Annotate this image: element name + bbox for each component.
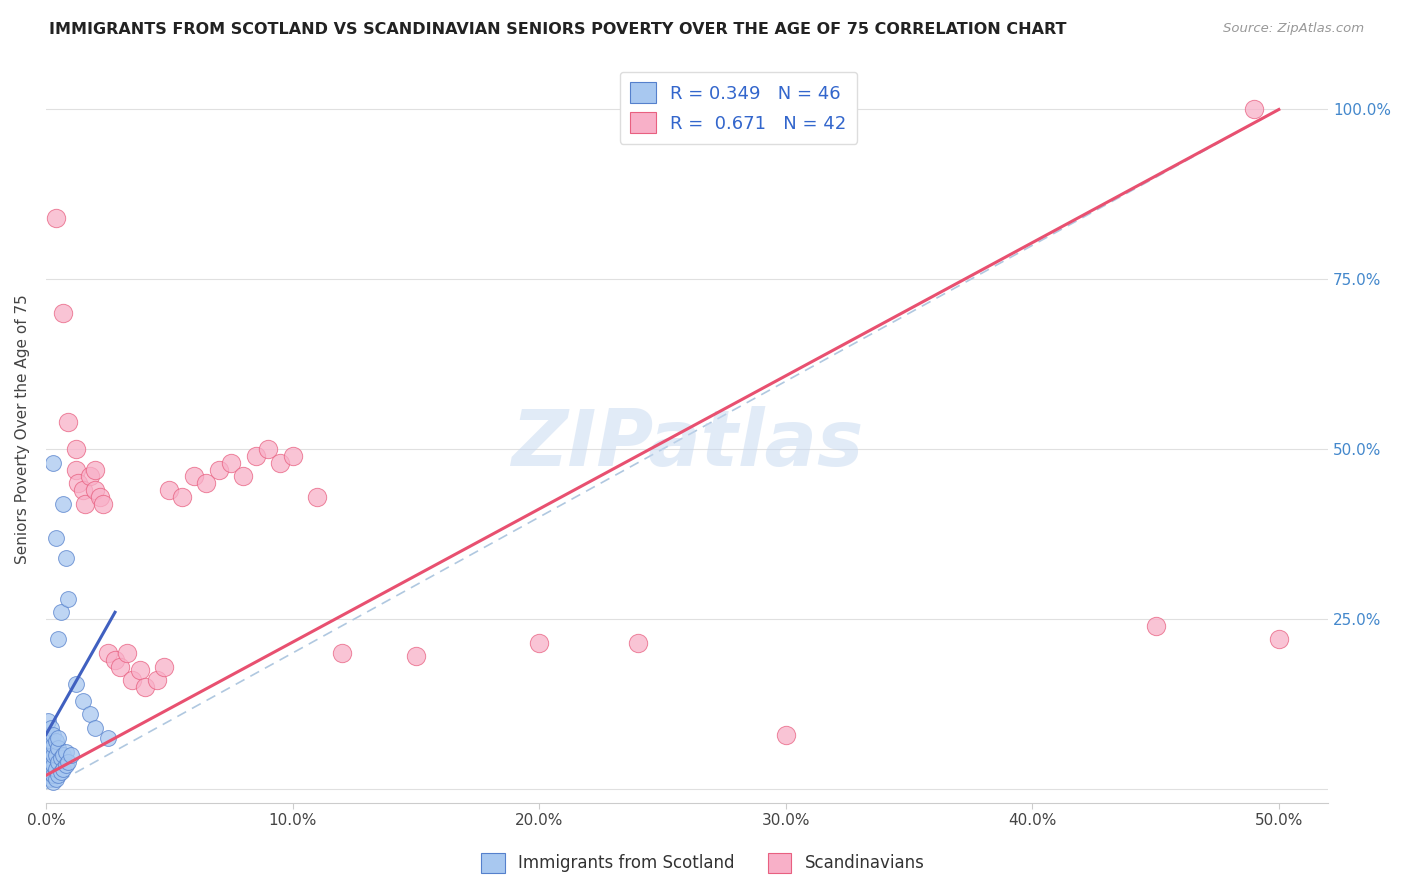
Point <box>117 646 139 660</box>
Point <box>65 462 87 476</box>
Point <box>775 728 797 742</box>
Point <box>56 591 79 606</box>
Point <box>1243 103 1265 117</box>
Point <box>42 456 65 470</box>
Point <box>49 751 72 765</box>
Point <box>46 768 69 782</box>
Point <box>207 462 229 476</box>
Point <box>219 456 242 470</box>
Point <box>49 764 72 779</box>
Y-axis label: Seniors Poverty Over the Age of 75: Seniors Poverty Over the Age of 75 <box>15 294 30 564</box>
Point <box>1144 619 1167 633</box>
Point <box>39 745 62 759</box>
Point <box>56 755 79 769</box>
Point <box>59 747 82 762</box>
Text: ZIPatlas: ZIPatlas <box>510 406 863 482</box>
Point <box>79 707 101 722</box>
Point <box>42 728 65 742</box>
Point <box>84 483 107 497</box>
Point <box>128 663 150 677</box>
Point <box>91 497 114 511</box>
Point <box>45 747 67 762</box>
Point <box>121 673 143 688</box>
Point <box>97 731 120 745</box>
Point <box>39 721 62 735</box>
Point <box>97 646 120 660</box>
Point <box>42 768 65 782</box>
Text: Source: ZipAtlas.com: Source: ZipAtlas.com <box>1223 22 1364 36</box>
Point <box>104 653 127 667</box>
Point <box>269 456 291 470</box>
Point <box>146 673 169 688</box>
Point <box>281 449 304 463</box>
Point <box>52 747 75 762</box>
Point <box>55 758 77 772</box>
Point <box>108 659 131 673</box>
Legend: Immigrants from Scotland, Scandinavians: Immigrants from Scotland, Scandinavians <box>475 847 931 880</box>
Point <box>42 775 65 789</box>
Point <box>37 714 59 728</box>
Point <box>157 483 180 497</box>
Point <box>52 762 75 776</box>
Point <box>42 747 65 762</box>
Point <box>42 758 65 772</box>
Point <box>1268 632 1291 647</box>
Point <box>45 734 67 748</box>
Point <box>46 731 69 745</box>
Point <box>72 483 94 497</box>
Point <box>49 605 72 619</box>
Point <box>39 764 62 779</box>
Point <box>527 636 550 650</box>
Point <box>37 728 59 742</box>
Point <box>257 442 280 457</box>
Point <box>46 755 69 769</box>
Point <box>45 772 67 786</box>
Point <box>39 734 62 748</box>
Point <box>45 762 67 776</box>
Point <box>79 469 101 483</box>
Point <box>89 490 111 504</box>
Point <box>65 676 87 690</box>
Point <box>56 415 79 429</box>
Point <box>232 469 254 483</box>
Point <box>84 462 107 476</box>
Point <box>66 476 89 491</box>
Point <box>39 755 62 769</box>
Point <box>46 632 69 647</box>
Point <box>627 636 650 650</box>
Point <box>46 741 69 756</box>
Point <box>42 738 65 752</box>
Point <box>37 741 59 756</box>
Point <box>405 649 427 664</box>
Point <box>45 531 67 545</box>
Legend: R = 0.349   N = 46, R =  0.671   N = 42: R = 0.349 N = 46, R = 0.671 N = 42 <box>620 71 858 144</box>
Point <box>39 772 62 786</box>
Point <box>153 659 176 673</box>
Point <box>55 550 77 565</box>
Point <box>65 442 87 457</box>
Text: IMMIGRANTS FROM SCOTLAND VS SCANDINAVIAN SENIORS POVERTY OVER THE AGE OF 75 CORR: IMMIGRANTS FROM SCOTLAND VS SCANDINAVIAN… <box>49 22 1067 37</box>
Point <box>45 211 67 226</box>
Point <box>307 490 329 504</box>
Point <box>134 680 156 694</box>
Point <box>52 306 75 320</box>
Point <box>37 762 59 776</box>
Point <box>37 747 59 762</box>
Point <box>170 490 193 504</box>
Point <box>84 721 107 735</box>
Point <box>55 745 77 759</box>
Point <box>183 469 205 483</box>
Point <box>37 768 59 782</box>
Point <box>245 449 267 463</box>
Point <box>75 497 97 511</box>
Point <box>52 497 75 511</box>
Point <box>72 693 94 707</box>
Point <box>330 646 353 660</box>
Point <box>195 476 218 491</box>
